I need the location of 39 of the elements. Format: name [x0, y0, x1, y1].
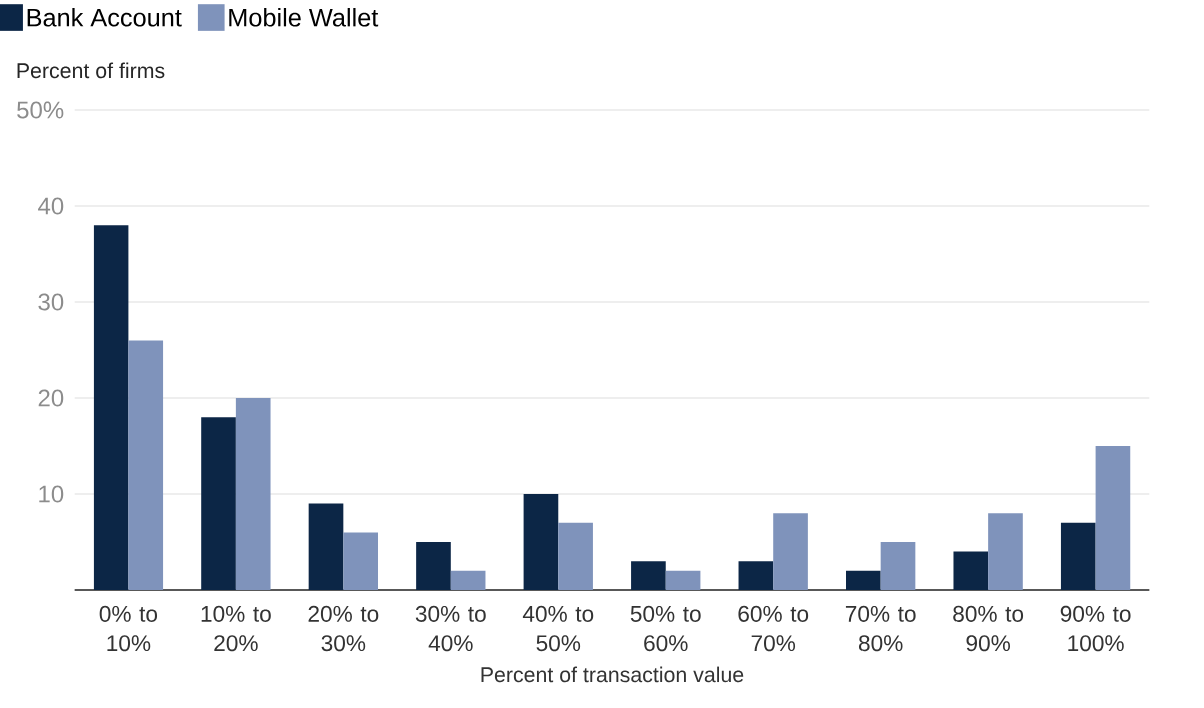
bar [343, 532, 379, 590]
x-axis-title: Percent of transaction value [481, 666, 744, 683]
bar [665, 570, 701, 590]
bar [988, 513, 1023, 590]
bar [308, 503, 344, 590]
bar [128, 340, 164, 590]
x-tick-label: 60% to 70% [738, 605, 809, 652]
y-tick-label: 30 [38, 293, 64, 311]
bar [450, 570, 486, 590]
bar [1060, 522, 1096, 590]
bar [1095, 446, 1131, 590]
x-tick-label: 30% to 40% [415, 605, 486, 652]
x-tick-label: 0% to 10% [99, 605, 158, 652]
x-tick-label: 80% to 90% [953, 605, 1024, 652]
bar [880, 542, 916, 590]
y-tick-label: 40 [38, 197, 64, 215]
bar [846, 570, 881, 590]
legend-label: Bank Account [27, 7, 182, 27]
x-tick-label: 10% to 20% [201, 605, 271, 652]
y-tick-label: 50% [17, 101, 64, 119]
bar [773, 513, 808, 590]
x-tick-label: 20% to 30% [308, 605, 379, 652]
bar [631, 561, 666, 590]
bar [523, 494, 559, 590]
bar [93, 225, 129, 590]
bar [738, 561, 774, 590]
legend-label: Mobile Wallet [229, 7, 379, 27]
bar [558, 522, 593, 590]
bar [201, 417, 236, 590]
bar [235, 398, 271, 590]
x-tick-label: 90% to 100% [1060, 605, 1131, 652]
x-tick-label: 40% to 50% [522, 605, 594, 652]
x-tick-label: 50% to 60% [630, 605, 701, 652]
bar [416, 542, 451, 590]
bar [953, 551, 989, 590]
y-tick-label: 20 [38, 389, 64, 407]
x-tick-label: 70% to 80% [845, 605, 916, 652]
y-tick-label: 10 [39, 485, 64, 503]
y-axis-title: Percent of firms [17, 62, 165, 79]
